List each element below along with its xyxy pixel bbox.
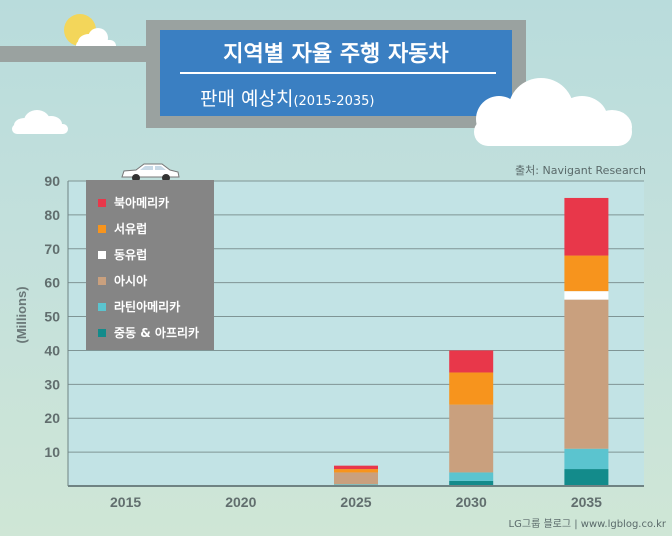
x-tick-label: 2025 [340, 494, 371, 510]
bar-segment [564, 291, 609, 300]
legend-swatch [98, 276, 106, 285]
credit: LG그룹 블로그 | www.lgblog.co.kr [508, 519, 666, 530]
y-axis-label: (Millions) [14, 286, 29, 343]
sign-post [0, 46, 160, 62]
legend-swatch [98, 198, 106, 207]
legend-item: 서유럽 [98, 220, 147, 236]
y-tick-label: 20 [44, 410, 60, 426]
legend-swatch [98, 302, 106, 311]
bar-segment [449, 472, 494, 481]
title-divider [180, 72, 496, 74]
bar-segment [564, 299, 609, 449]
y-tick-label: 80 [44, 207, 60, 223]
legend-item: 중동 & 아프리카 [98, 324, 199, 340]
bar-segment [564, 448, 609, 470]
y-tick-label: 50 [44, 309, 60, 325]
legend-label: 중동 & 아프리카 [114, 326, 200, 340]
legend-label: 동유럽 [114, 248, 148, 262]
legend-swatch [98, 224, 106, 233]
legend-label: 북아메리카 [114, 196, 170, 210]
legend-label: 서유럽 [114, 222, 148, 236]
bar-segment [334, 472, 378, 485]
bar-segment [334, 465, 378, 470]
chart-title: 지역별 자율 주행 자동차 [223, 42, 449, 67]
bar-segment [449, 372, 494, 405]
y-tick-label: 90 [44, 173, 60, 189]
x-tick-label: 2030 [456, 494, 487, 510]
bar-segment [564, 469, 609, 486]
y-tick-label: 10 [44, 444, 60, 460]
bar-segment [449, 350, 494, 373]
y-tick-label: 60 [44, 275, 60, 291]
legend-item: 라틴아메리카 [98, 298, 180, 314]
y-tick-label: 70 [44, 241, 60, 257]
bar-segment [449, 404, 494, 473]
legend-item: 아시아 [98, 272, 147, 288]
x-tick-label: 2035 [571, 494, 602, 510]
bar-segment [564, 197, 609, 256]
legend-swatch [98, 328, 106, 337]
bar-segment [449, 480, 494, 486]
chart-subtitle-text: 판매 예상치 [200, 88, 294, 110]
chart-subtitle-years: (2015-2035) [293, 94, 375, 109]
bar-segment [564, 255, 609, 292]
legend-swatch [98, 250, 106, 259]
legend-item: 북아메리카 [98, 194, 169, 210]
legend-label: 아시아 [114, 274, 148, 288]
chart-subtitle: 판매 예상치(2015-2035) [200, 84, 374, 111]
x-tick-label: 2020 [225, 494, 256, 510]
y-tick-label: 40 [44, 342, 60, 358]
x-tick-label: 2015 [110, 494, 141, 510]
legend-item: 동유럽 [98, 246, 147, 262]
source-note: 출처: Navigant Research [515, 164, 646, 177]
y-tick-label: 30 [44, 376, 60, 392]
bar-segment [334, 469, 378, 473]
legend-label: 라틴아메리카 [114, 300, 181, 314]
